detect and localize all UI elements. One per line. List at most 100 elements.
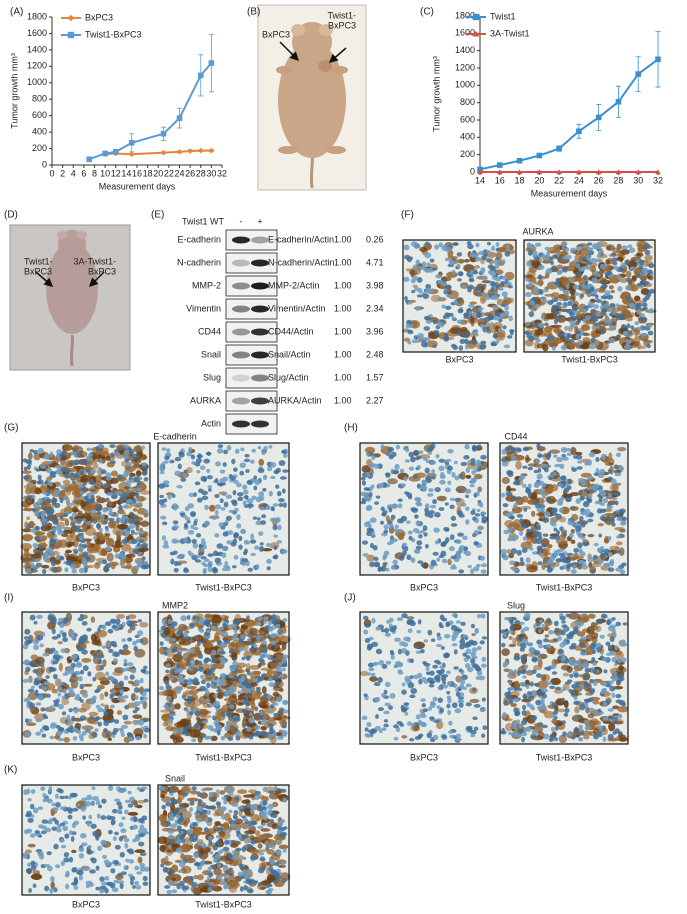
nucleus — [648, 331, 653, 336]
nucleus — [516, 496, 521, 500]
nucleus — [226, 711, 232, 716]
nucleus — [471, 254, 477, 258]
stain — [279, 688, 283, 692]
nucleus — [236, 514, 240, 520]
nucleus — [446, 671, 451, 675]
nucleus — [23, 476, 30, 480]
nucleus — [212, 715, 217, 720]
nucleus — [369, 492, 373, 497]
stain — [606, 244, 615, 251]
nucleus — [433, 552, 439, 556]
nucleus — [194, 678, 199, 684]
y-tick-label: 600 — [460, 114, 475, 124]
nucleus — [616, 452, 621, 457]
nucleus — [474, 541, 479, 545]
nucleus — [56, 455, 60, 460]
nucleus — [373, 662, 379, 665]
nucleus — [520, 561, 525, 566]
nucleus — [503, 325, 507, 329]
nucleus — [188, 447, 192, 452]
ihc-title: AURKA — [522, 226, 553, 236]
point — [129, 152, 135, 158]
nucleus — [607, 319, 613, 324]
nucleus — [194, 723, 199, 729]
nucleus — [74, 459, 81, 464]
nucleus — [478, 676, 485, 681]
nucleus — [445, 528, 450, 531]
nucleus — [504, 305, 509, 311]
nucleus — [431, 560, 437, 566]
nucleus — [629, 248, 635, 253]
nucleus — [583, 501, 590, 507]
nucleus — [579, 516, 583, 521]
nucleus — [595, 326, 600, 329]
nucleus — [386, 661, 392, 665]
nucleus — [122, 622, 126, 628]
nucleus — [127, 637, 132, 641]
ihc-image — [500, 612, 629, 744]
nucleus — [591, 315, 597, 321]
nucleus — [438, 322, 445, 328]
nucleus — [446, 704, 450, 709]
nucleus — [96, 505, 100, 510]
nucleus — [597, 559, 603, 564]
ratio-value: 1.00 — [334, 257, 352, 267]
nucleus — [49, 705, 54, 710]
nucleus — [88, 453, 93, 457]
nucleus — [49, 551, 54, 556]
nucleus — [417, 483, 421, 488]
nucleus — [463, 652, 468, 656]
y-tick-label: 1600 — [455, 28, 475, 38]
nucleus — [534, 304, 539, 309]
nucleus — [47, 511, 54, 517]
stain — [26, 516, 30, 520]
blot-band — [251, 329, 269, 336]
nucleus — [441, 674, 448, 678]
nucleus — [76, 452, 82, 456]
nucleus — [211, 626, 217, 630]
nucleus — [447, 710, 451, 715]
nucleus — [533, 323, 538, 327]
nucleus — [450, 534, 455, 540]
stain — [41, 565, 49, 569]
nucleus — [440, 551, 446, 557]
ihc-image — [158, 443, 289, 575]
nucleus — [132, 454, 139, 460]
panel-label: (I) — [4, 593, 13, 604]
nucleus — [600, 264, 606, 270]
nucleus — [408, 530, 413, 534]
nucleus — [242, 723, 247, 727]
nucleus — [168, 718, 173, 723]
nucleus — [439, 480, 446, 485]
nucleus — [226, 722, 230, 726]
point — [556, 146, 562, 152]
nucleus — [135, 695, 139, 700]
nucleus — [402, 551, 407, 556]
nucleus — [270, 704, 274, 708]
nucleus — [191, 454, 195, 459]
nucleus — [215, 724, 222, 729]
nucleus — [466, 467, 470, 473]
nucleus — [445, 459, 452, 462]
nucleus — [38, 695, 44, 701]
stain — [617, 447, 626, 451]
stain — [133, 508, 137, 512]
nucleus — [445, 537, 449, 543]
nucleus — [34, 689, 38, 695]
nucleus — [389, 455, 394, 460]
nucleus — [525, 488, 531, 493]
nucleus — [183, 473, 187, 479]
nucleus — [525, 278, 529, 282]
stain — [112, 671, 123, 676]
nucleus — [591, 277, 598, 283]
nucleus — [70, 692, 74, 695]
nucleus — [274, 681, 280, 686]
nucleus — [416, 502, 422, 506]
nucleus — [66, 714, 70, 719]
point — [102, 151, 108, 157]
nucleus — [429, 684, 435, 688]
stain — [509, 636, 513, 640]
nucleus — [371, 618, 375, 624]
nucleus — [381, 507, 385, 512]
